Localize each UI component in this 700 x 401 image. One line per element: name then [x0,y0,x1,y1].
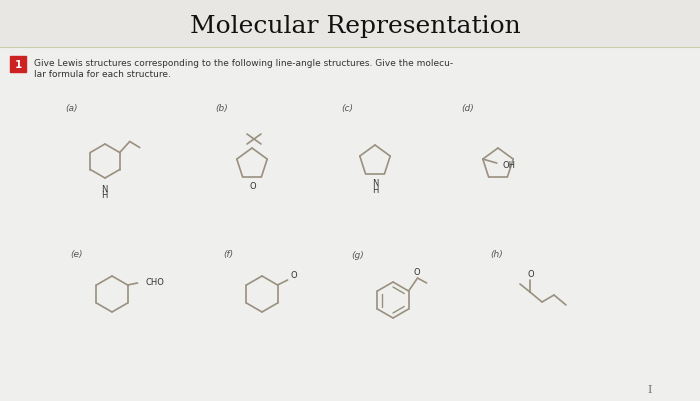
Text: H: H [372,186,378,194]
Text: O: O [290,271,298,280]
Text: O: O [528,270,534,279]
Text: H: H [101,190,107,200]
Text: Give Lewis structures corresponding to the following line-angle structures. Give: Give Lewis structures corresponding to t… [34,59,453,68]
Text: N: N [101,184,107,194]
Text: CHO: CHO [146,278,164,287]
Text: (h): (h) [491,250,503,259]
Text: (c): (c) [341,103,353,112]
Text: Molecular Representation: Molecular Representation [190,16,520,38]
Text: OH: OH [503,160,516,169]
Text: (e): (e) [71,250,83,259]
Bar [10,57,26,73]
Bar [0,0,700,48]
Text: (f): (f) [223,250,233,259]
Text: O: O [413,268,420,277]
Text: N: N [372,178,378,188]
Text: (d): (d) [461,103,475,112]
Text: I: I [648,384,652,394]
Text: 1: 1 [15,60,22,70]
Text: (a): (a) [66,103,78,112]
Text: (b): (b) [216,103,228,112]
Text: lar formula for each structure.: lar formula for each structure. [34,70,171,79]
Text: O: O [250,182,256,190]
Text: (g): (g) [351,250,365,259]
